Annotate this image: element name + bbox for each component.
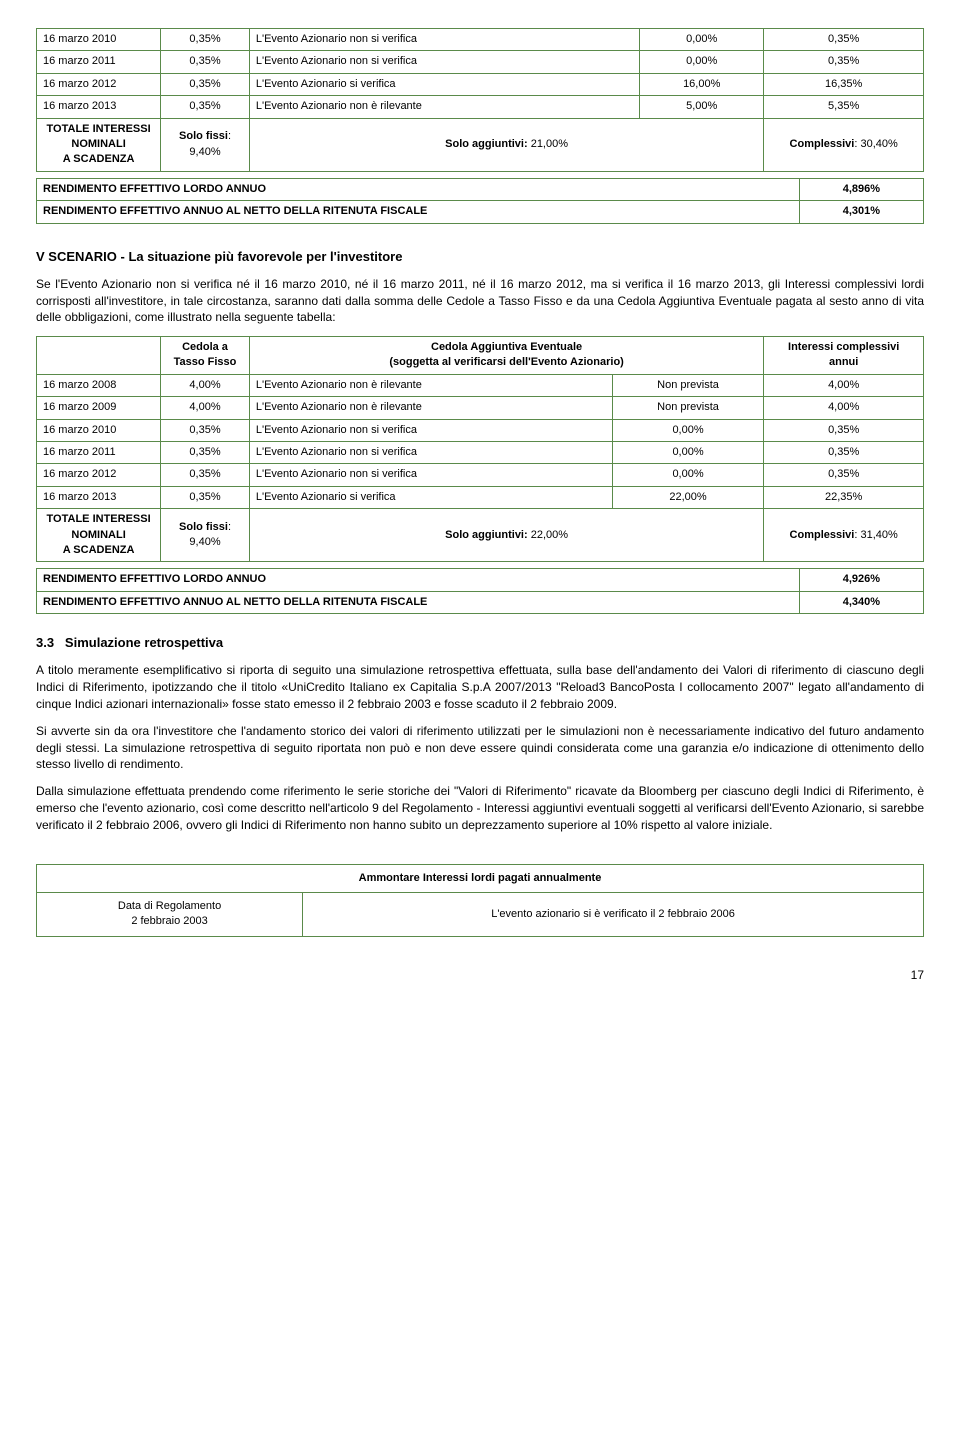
table-row: 16 marzo 20110,35%L'Evento Azionario non… — [37, 51, 924, 73]
table-rendimento-2: RENDIMENTO EFFETTIVO LORDO ANNUO4,926% R… — [36, 568, 924, 614]
hdr-cedola-agg: Cedola Aggiuntiva Eventuale(soggetta al … — [249, 337, 763, 375]
cell-val: 0,00% — [640, 29, 764, 51]
summary-label: TOTALE INTERESSINOMINALIA SCADENZA — [37, 509, 161, 562]
cell-date: 16 marzo 2008 — [37, 374, 161, 396]
cell-event: L'Evento Azionario non è rilevante — [249, 374, 612, 396]
cell-event: L'Evento Azionario non si verifica — [249, 29, 639, 51]
hdr-annui: Interessi complessiviannui — [764, 337, 924, 375]
summary-fissi: Solo fissi: 9,40% — [161, 118, 250, 171]
section-3-3-title: 3.3 Simulazione retrospettiva — [36, 634, 924, 652]
cell-val: Non prevista — [612, 397, 764, 419]
cell-annui: 0,35% — [764, 442, 924, 464]
cell-date: 16 marzo 2013 — [37, 96, 161, 118]
rend-netto-lbl: RENDIMENTO EFFETTIVO ANNUO AL NETTO DELL… — [37, 591, 800, 613]
rend-lordo-lbl: RENDIMENTO EFFETTIVO LORDO ANNUO — [37, 178, 800, 200]
table-row: 16 marzo 20100,35%L'Evento Azionario non… — [37, 29, 924, 51]
cell-fisso: 0,35% — [161, 442, 250, 464]
ammontare-right: L'evento azionario si è verificato il 2 … — [303, 892, 924, 936]
table-scenario-prev: 16 marzo 20100,35%L'Evento Azionario non… — [36, 28, 924, 172]
cell-fisso: 0,35% — [161, 96, 250, 118]
table-row: 16 marzo 20130,35%L'Evento Azionario non… — [37, 96, 924, 118]
cell-date: 16 marzo 2012 — [37, 73, 161, 95]
section-3-3-p2: Si avverte sin da ora l'investitore che … — [36, 723, 924, 773]
cell-annui: 0,35% — [764, 29, 924, 51]
cell-fisso: 0,35% — [161, 29, 250, 51]
cell-val: 0,00% — [612, 442, 764, 464]
cell-date: 16 marzo 2009 — [37, 397, 161, 419]
table-row: 16 marzo 20110,35%L'Evento Azionario non… — [37, 442, 924, 464]
summary-row: TOTALE INTERESSINOMINALIA SCADENZA Solo … — [37, 509, 924, 562]
cell-fisso: 0,35% — [161, 419, 250, 441]
cell-date: 16 marzo 2012 — [37, 464, 161, 486]
cell-event: L'Evento Azionario si verifica — [249, 486, 612, 508]
summary-agg: Solo aggiuntivi: 22,00% — [249, 509, 763, 562]
cell-date: 16 marzo 2011 — [37, 51, 161, 73]
page-number: 17 — [36, 967, 924, 984]
cell-val: 0,00% — [640, 51, 764, 73]
table-ammontare: Ammontare Interessi lordi pagati annualm… — [36, 864, 924, 937]
rend-netto-lbl: RENDIMENTO EFFETTIVO ANNUO AL NETTO DELL… — [37, 201, 800, 223]
cell-date: 16 marzo 2010 — [37, 419, 161, 441]
cell-event: L'Evento Azionario si verifica — [249, 73, 639, 95]
cell-annui: 0,35% — [764, 464, 924, 486]
section-3-3-p3: Dalla simulazione effettuata prendendo c… — [36, 783, 924, 833]
ammontare-left: Data di Regolamento2 febbraio 2003 — [37, 892, 303, 936]
cell-val: 0,00% — [612, 464, 764, 486]
table-row: 16 marzo 20130,35%L'Evento Azionario si … — [37, 486, 924, 508]
cell-val: 0,00% — [612, 419, 764, 441]
cell-date: 16 marzo 2013 — [37, 486, 161, 508]
cell-fisso: 0,35% — [161, 464, 250, 486]
cell-val: Non prevista — [612, 374, 764, 396]
summary-agg: Solo aggiuntivi: 21,00% — [249, 118, 763, 171]
cell-date: 16 marzo 2010 — [37, 29, 161, 51]
summary-row: TOTALE INTERESSINOMINALIA SCADENZA Solo … — [37, 118, 924, 171]
table-row: 16 marzo 20120,35%L'Evento Azionario si … — [37, 73, 924, 95]
cell-val: 22,00% — [612, 486, 764, 508]
rend-lordo-val: 4,896% — [799, 178, 923, 200]
cell-fisso: 0,35% — [161, 73, 250, 95]
cell-val: 16,00% — [640, 73, 764, 95]
section-3-3-p1: A titolo meramente esemplificativo si ri… — [36, 662, 924, 712]
cell-fisso: 4,00% — [161, 374, 250, 396]
cell-event: L'Evento Azionario non si verifica — [249, 51, 639, 73]
cell-annui: 4,00% — [764, 374, 924, 396]
rend-netto-val: 4,340% — [799, 591, 923, 613]
cell-date: 16 marzo 2011 — [37, 442, 161, 464]
cell-event: L'Evento Azionario non si verifica — [249, 419, 612, 441]
table-row: 16 marzo 20084,00%L'Evento Azionario non… — [37, 374, 924, 396]
cell-annui: 0,35% — [764, 419, 924, 441]
table-row: 16 marzo 20094,00%L'Evento Azionario non… — [37, 397, 924, 419]
table-row: 16 marzo 20120,35%L'Evento Azionario non… — [37, 464, 924, 486]
summary-label: TOTALE INTERESSINOMINALIA SCADENZA — [37, 118, 161, 171]
cell-event: L'Evento Azionario non è rilevante — [249, 397, 612, 419]
table-row: 16 marzo 20100,35%L'Evento Azionario non… — [37, 419, 924, 441]
rend-lordo-lbl: RENDIMENTO EFFETTIVO LORDO ANNUO — [37, 569, 800, 591]
cell-annui: 4,00% — [764, 397, 924, 419]
summary-compl: Complessivi: 30,40% — [764, 118, 924, 171]
ammontare-title: Ammontare Interessi lordi pagati annualm… — [37, 864, 924, 892]
summary-compl: Complessivi: 31,40% — [764, 509, 924, 562]
cell-annui: 5,35% — [764, 96, 924, 118]
scenario-text: Se l'Evento Azionario non si verifica né… — [36, 276, 924, 326]
cell-annui: 0,35% — [764, 51, 924, 73]
cell-event: L'Evento Azionario non si verifica — [249, 442, 612, 464]
cell-fisso: 0,35% — [161, 51, 250, 73]
summary-fissi: Solo fissi: 9,40% — [161, 509, 250, 562]
rend-lordo-val: 4,926% — [799, 569, 923, 591]
table-scenario-v: Cedola aTasso Fisso Cedola Aggiuntiva Ev… — [36, 336, 924, 562]
cell-annui: 16,35% — [764, 73, 924, 95]
cell-fisso: 4,00% — [161, 397, 250, 419]
scenario-title: V SCENARIO - La situazione più favorevol… — [36, 248, 924, 266]
cell-val: 5,00% — [640, 96, 764, 118]
cell-event: L'Evento Azionario non si verifica — [249, 464, 612, 486]
cell-event: L'Evento Azionario non è rilevante — [249, 96, 639, 118]
rend-netto-val: 4,301% — [799, 201, 923, 223]
table-header-row: Cedola aTasso Fisso Cedola Aggiuntiva Ev… — [37, 337, 924, 375]
hdr-fisso: Cedola aTasso Fisso — [161, 337, 250, 375]
cell-annui: 22,35% — [764, 486, 924, 508]
hdr-blank — [37, 337, 161, 375]
table-rendimento-1: RENDIMENTO EFFETTIVO LORDO ANNUO4,896% R… — [36, 178, 924, 224]
cell-fisso: 0,35% — [161, 486, 250, 508]
